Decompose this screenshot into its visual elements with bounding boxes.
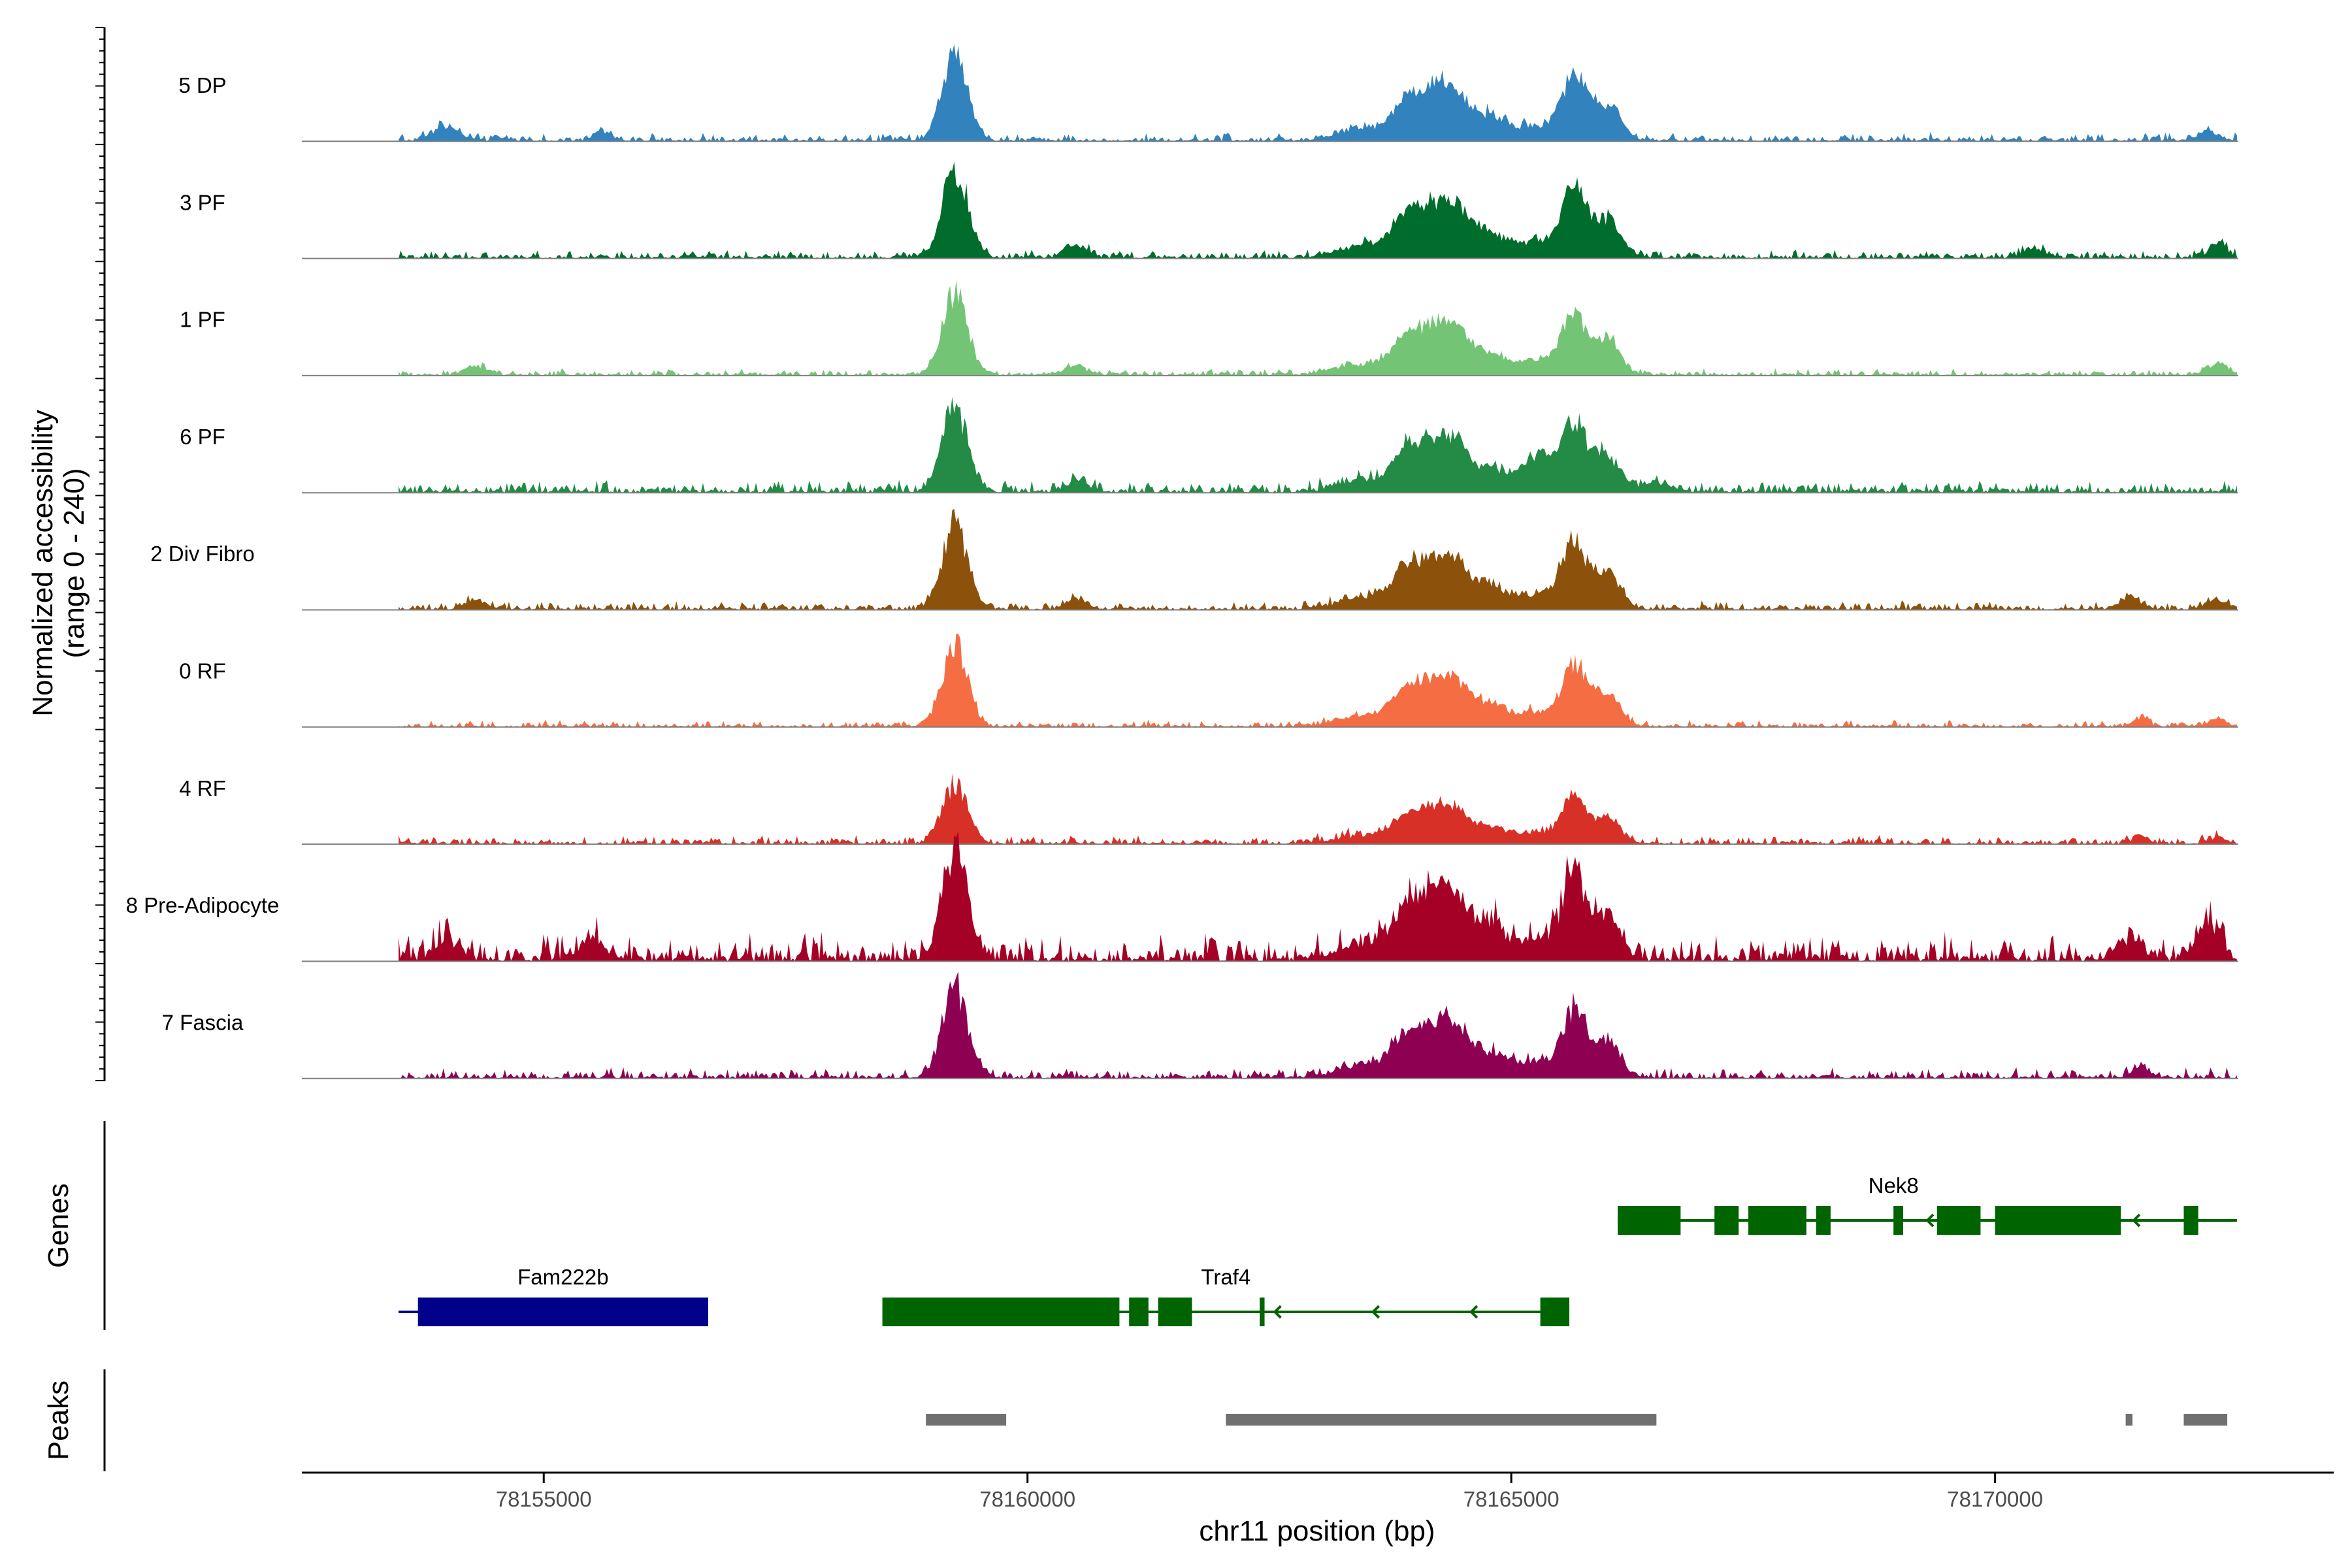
- coverage-signal: [399, 161, 2237, 259]
- x-tick-label: 78160000: [979, 1487, 1075, 1511]
- genes-track-label: Genes: [42, 1183, 74, 1268]
- x-axis-ticks: 78155000 78160000 78165000 78170000: [496, 1473, 2043, 1511]
- y-axis-title-line1: Normalized accessibility: [27, 410, 59, 716]
- gene-name-label: Fam222b: [517, 1265, 608, 1289]
- gene-exon: [1158, 1298, 1192, 1326]
- gene-exon: [1129, 1298, 1149, 1326]
- coverage-signal: [399, 44, 2237, 142]
- track-label: 4 RF: [179, 776, 226, 800]
- coverage-signal: [399, 831, 2237, 962]
- gene-exon: [1936, 1206, 1981, 1235]
- track-label: 0 RF: [179, 659, 226, 683]
- coverage-track: 0 RF: [179, 633, 2238, 728]
- strand-arrow: [1469, 1305, 1478, 1319]
- peak-region: [1226, 1414, 1657, 1426]
- coverage-track: 8 Pre-Adipocyte: [126, 831, 2238, 962]
- coverage-signal: [399, 774, 2237, 845]
- coverage-track: 3 PF: [180, 161, 2238, 259]
- gene-exon: [1893, 1206, 1903, 1235]
- gene-name-label: Nek8: [1869, 1173, 1919, 1198]
- gene-exon: [417, 1298, 708, 1326]
- gene-name-label: Traf4: [1201, 1265, 1250, 1289]
- coverage-signal: [399, 280, 2237, 376]
- coverage-track: 1 PF: [180, 280, 2238, 376]
- track-label: 2 Div Fibro: [150, 542, 255, 566]
- coverage-tracks: 5 DP 3 PF 1 PF 6 PF 2 Div Fibro 0 RF 4 RF 8 Pre…: [126, 44, 2238, 1079]
- track-label: 7 Fascia: [162, 1010, 244, 1034]
- peak-region: [2183, 1414, 2228, 1426]
- coverage-track: 2 Div Fibro: [150, 508, 2238, 611]
- y-axis-title: Normalized accessibility (range 0 - 240): [27, 410, 90, 716]
- coverage-track: 4 RF: [179, 774, 2238, 845]
- peak-region: [926, 1414, 1007, 1426]
- strand-arrow: [1925, 1213, 1935, 1228]
- coverage-track: 6 PF: [180, 397, 2238, 494]
- gene-model: Fam222b: [399, 1265, 708, 1326]
- gene-exon: [1748, 1206, 1806, 1235]
- coverage-signal: [399, 508, 2237, 610]
- track-label: 8 Pre-Adipocyte: [126, 893, 280, 917]
- track-label: 6 PF: [180, 425, 225, 449]
- x-axis-title: chr11 position (bp): [1199, 1515, 1435, 1547]
- coverage-y-ticks: [95, 27, 105, 1081]
- peak-region: [2125, 1414, 2132, 1426]
- gene-exon: [2183, 1206, 2198, 1235]
- y-axis-title-line2: (range 0 - 240): [58, 468, 90, 658]
- strand-arrow: [1371, 1305, 1380, 1319]
- gene-exon: [1816, 1206, 1831, 1235]
- coverage-track: 5 DP: [178, 44, 2238, 142]
- gene-exon: [1540, 1298, 1570, 1326]
- gene-exon: [1618, 1206, 1681, 1235]
- strand-arrow: [1273, 1305, 1282, 1319]
- gene-exon: [882, 1298, 1120, 1326]
- x-tick-label: 78170000: [1947, 1487, 2043, 1511]
- peak-regions: [926, 1414, 2228, 1426]
- gene-model: Traf4: [882, 1265, 1570, 1326]
- peaks-track-label: Peaks: [42, 1380, 74, 1460]
- coverage-signal: [399, 397, 2237, 493]
- strand-arrow: [2132, 1213, 2141, 1228]
- coverage-track: 7 Fascia: [162, 972, 2238, 1079]
- coverage-signal: [399, 972, 2237, 1079]
- track-label: 1 PF: [180, 308, 225, 332]
- x-tick-label: 78155000: [496, 1487, 592, 1511]
- gene-exon: [1714, 1206, 1739, 1235]
- gene-model: Nek8: [1618, 1173, 2237, 1235]
- gene-exon: [1260, 1298, 1265, 1326]
- x-tick-label: 78165000: [1463, 1487, 1560, 1511]
- gene-annotations: Fam222b Traf4 Nek8: [399, 1173, 2237, 1326]
- track-label: 5 DP: [178, 73, 226, 97]
- track-label: 3 PF: [180, 190, 225, 214]
- coverage-signal: [399, 633, 2237, 727]
- gene-exon: [1995, 1206, 2121, 1235]
